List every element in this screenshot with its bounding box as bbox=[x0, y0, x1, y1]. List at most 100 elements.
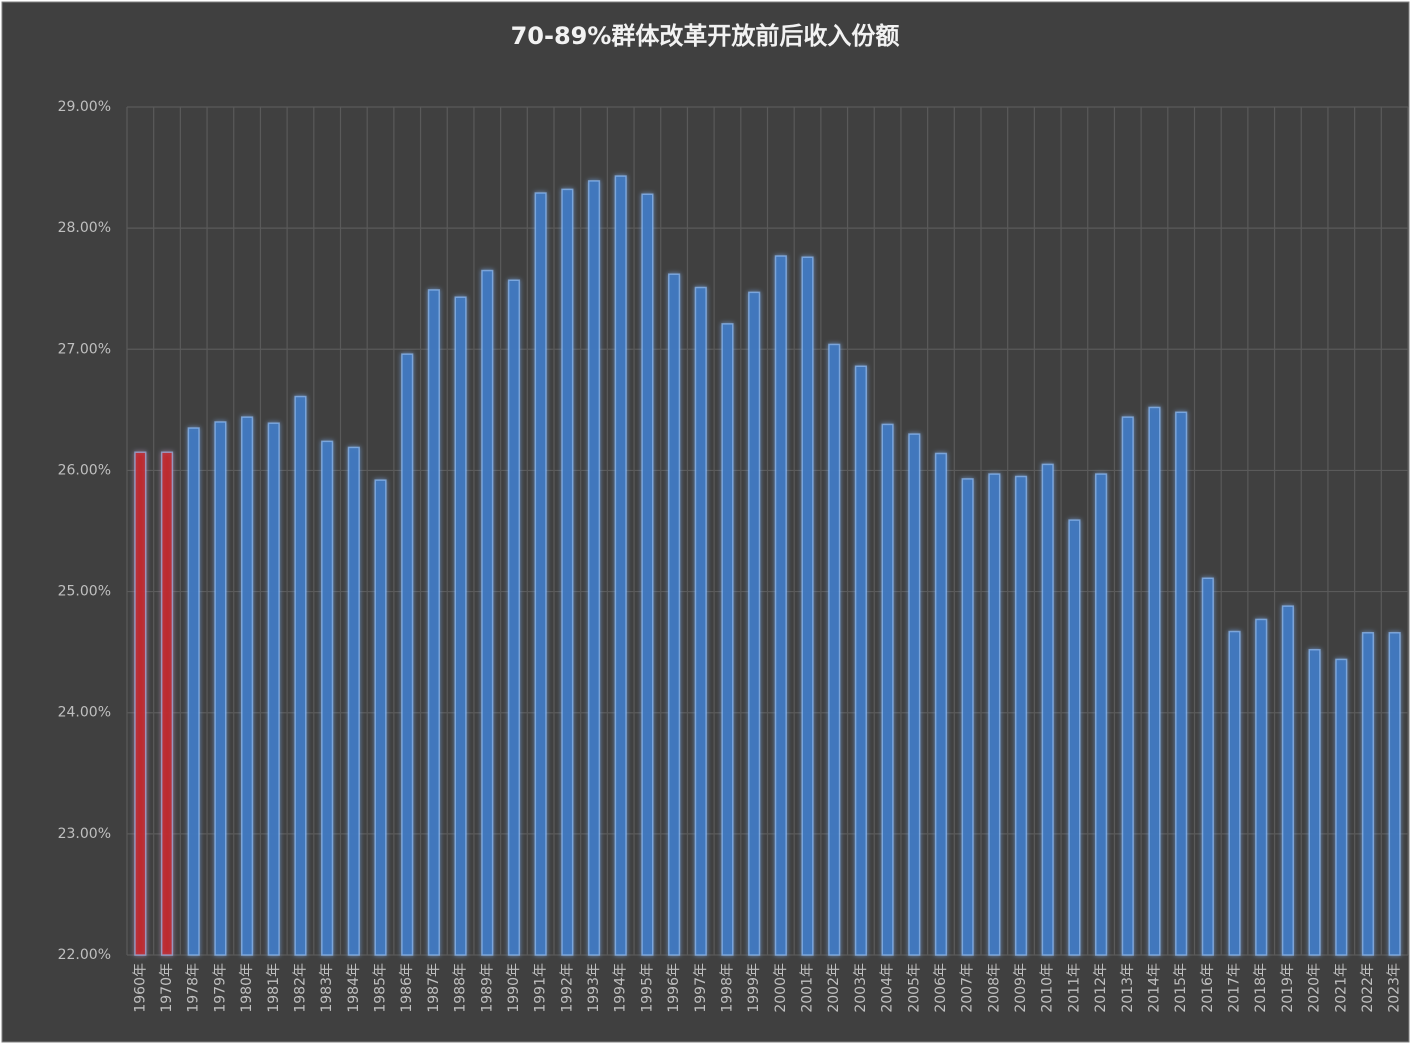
x-tick-label: 2013年 bbox=[1120, 963, 1136, 1013]
x-tick-label: 2014年 bbox=[1146, 963, 1162, 1013]
x-tick-label: 1982年 bbox=[292, 963, 308, 1013]
x-tick-label: 1989年 bbox=[479, 963, 495, 1013]
x-tick-label: 1986年 bbox=[399, 963, 415, 1013]
x-tick-label: 2005年 bbox=[906, 963, 922, 1013]
chart-title: 70-89%群体改革开放前后收入份额 bbox=[511, 22, 900, 50]
x-tick-label: 1990年 bbox=[506, 963, 522, 1013]
bar bbox=[694, 286, 707, 956]
bar bbox=[1228, 630, 1241, 956]
bar bbox=[801, 256, 814, 956]
bar bbox=[774, 255, 787, 956]
bar bbox=[854, 365, 867, 956]
bar bbox=[561, 188, 574, 956]
x-tick-label: 1991年 bbox=[533, 963, 549, 1013]
x-tick-label: 2021年 bbox=[1333, 963, 1349, 1013]
bar bbox=[988, 473, 1001, 956]
bar bbox=[1308, 648, 1321, 956]
bar bbox=[721, 323, 734, 956]
y-tick-label: 24.00% bbox=[58, 705, 111, 721]
bar bbox=[401, 353, 414, 956]
x-tick-label: 1993年 bbox=[586, 963, 602, 1013]
bar bbox=[748, 291, 761, 956]
x-tick-label: 1992年 bbox=[559, 963, 575, 1013]
bar bbox=[614, 175, 627, 956]
x-tick-label: 1970年 bbox=[159, 963, 175, 1013]
bar bbox=[1388, 632, 1401, 956]
x-tick-label: 2007年 bbox=[960, 963, 976, 1013]
x-tick-label: 2012年 bbox=[1093, 963, 1109, 1013]
x-tick-label: 1996年 bbox=[666, 963, 682, 1013]
bar bbox=[908, 433, 921, 956]
x-tick-label: 2000年 bbox=[773, 963, 789, 1013]
bar bbox=[934, 452, 948, 956]
bar bbox=[587, 180, 601, 956]
bar bbox=[187, 427, 200, 956]
bar bbox=[454, 296, 467, 956]
bar bbox=[1335, 658, 1348, 956]
x-tick-label: 1987年 bbox=[426, 963, 442, 1013]
bar bbox=[1121, 416, 1134, 956]
x-tick-label: 2003年 bbox=[853, 963, 869, 1013]
x-tick-label: 2015年 bbox=[1173, 963, 1189, 1013]
bar bbox=[347, 446, 360, 956]
bar bbox=[507, 279, 521, 956]
x-tick-label: 1980年 bbox=[239, 963, 255, 1013]
x-tick-label: 2016年 bbox=[1200, 963, 1216, 1013]
bar bbox=[1041, 463, 1054, 956]
y-tick-label: 29.00% bbox=[58, 99, 111, 115]
x-tick-label: 1978年 bbox=[186, 963, 202, 1013]
bar bbox=[881, 423, 894, 956]
x-tick-label: 1999年 bbox=[746, 963, 762, 1013]
x-tick-label: 1984年 bbox=[346, 963, 362, 1013]
x-tick-label: 1960年 bbox=[132, 963, 148, 1013]
x-tick-label: 2004年 bbox=[880, 963, 896, 1013]
x-tick-label: 2019年 bbox=[1280, 963, 1296, 1013]
x-tick-label: 1995年 bbox=[639, 963, 655, 1013]
x-tick-label: 1997年 bbox=[693, 963, 709, 1013]
x-tick-label: 1988年 bbox=[453, 963, 469, 1013]
x-tick-label: 2018年 bbox=[1253, 963, 1269, 1013]
y-tick-label: 25.00% bbox=[58, 584, 111, 600]
bar bbox=[668, 273, 681, 956]
bar bbox=[1068, 519, 1081, 956]
x-tick-label: 2006年 bbox=[933, 963, 949, 1013]
bar bbox=[160, 451, 174, 956]
x-tick-label: 2002年 bbox=[826, 963, 842, 1013]
bar bbox=[134, 451, 147, 956]
bar bbox=[1255, 618, 1268, 956]
y-tick-label: 27.00% bbox=[58, 341, 111, 357]
bar bbox=[1361, 632, 1375, 956]
x-tick-label: 2010年 bbox=[1040, 963, 1056, 1013]
bar bbox=[214, 421, 227, 956]
x-tick-label: 1998年 bbox=[719, 963, 735, 1013]
bar bbox=[828, 343, 841, 956]
x-tick-label: 1981年 bbox=[266, 963, 282, 1013]
bar bbox=[267, 422, 280, 956]
y-tick-label: 26.00% bbox=[58, 462, 111, 478]
bar bbox=[534, 192, 547, 956]
x-tick-label: 2011年 bbox=[1066, 963, 1082, 1013]
x-tick-label: 1994年 bbox=[613, 963, 629, 1013]
y-tick-label: 23.00% bbox=[58, 826, 111, 842]
bar bbox=[427, 289, 440, 956]
bar bbox=[1175, 411, 1188, 956]
bar bbox=[1281, 605, 1294, 956]
x-tick-label: 2008年 bbox=[986, 963, 1002, 1013]
x-tick-label: 2001年 bbox=[800, 963, 816, 1013]
bar bbox=[1014, 475, 1028, 956]
bar bbox=[481, 269, 494, 956]
bar bbox=[374, 479, 387, 956]
bar bbox=[1201, 577, 1214, 956]
x-tick-label: 1979年 bbox=[212, 963, 228, 1013]
x-tick-label: 2017年 bbox=[1227, 963, 1243, 1013]
y-tick-label: 28.00% bbox=[58, 220, 111, 236]
bar bbox=[321, 440, 334, 956]
bar bbox=[1148, 406, 1161, 956]
x-tick-label: 2020年 bbox=[1307, 963, 1323, 1013]
y-tick-label: 22.00% bbox=[58, 947, 111, 963]
x-tick-label: 1985年 bbox=[373, 963, 389, 1013]
x-tick-label: 2022年 bbox=[1360, 963, 1376, 1013]
x-tick-label: 1983年 bbox=[319, 963, 335, 1013]
bar bbox=[641, 193, 654, 956]
